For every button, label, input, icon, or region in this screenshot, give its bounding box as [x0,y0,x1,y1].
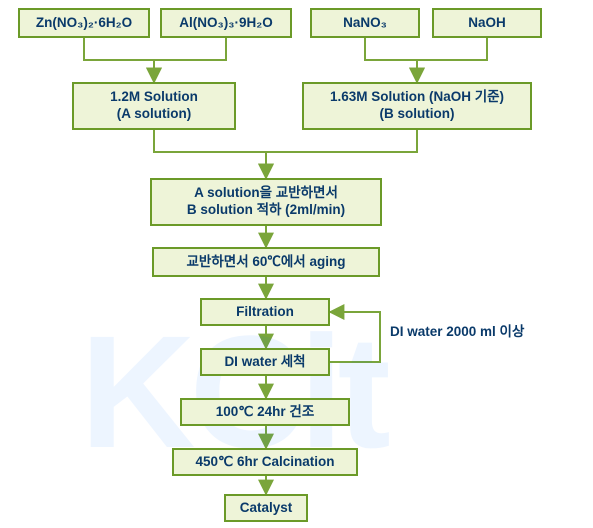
flow-node-n11: 100℃ 24hr 건조 [180,398,350,426]
flow-node-n2: Al(NO₃)₃·9H₂O [160,8,292,38]
flow-node-n13: Catalyst [224,494,308,522]
flow-node-n10: DI water 세척 [200,348,330,376]
flow-node-n3: NaNO₃ [310,8,420,38]
flow-node-n5: 1.2M Solution (A solution) [72,82,236,130]
flow-node-n7: A solution을 교반하면서 B solution 적하 (2ml/min… [150,178,382,226]
flow-node-n9: Filtration [200,298,330,326]
edge-n3-n6 [365,38,417,82]
flow-node-n4: NaOH [432,8,542,38]
edge-n1-n5 [84,38,154,82]
flow-node-n12: 450℃ 6hr Calcination [172,448,358,476]
side-label-di-water: DI water 2000 ml 이상 [390,320,524,340]
edge-n6-n7 [266,130,417,178]
edge-n5-n7 [154,130,266,178]
flow-node-n6: 1.63M Solution (NaOH 기준) (B solution) [302,82,532,130]
flow-node-n1: Zn(NO₃)₂·6H₂O [18,8,150,38]
edge-n4-n6 [417,38,487,82]
edge-n2-n5 [154,38,226,82]
flow-node-n8: 교반하면서 60℃에서 aging [152,247,380,277]
